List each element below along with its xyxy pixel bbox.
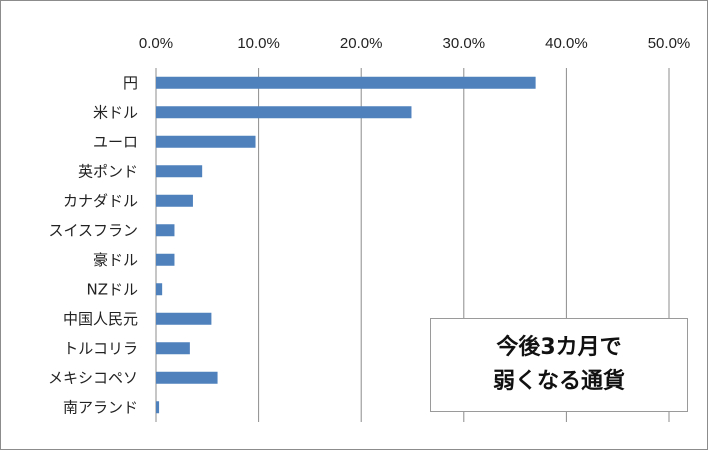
x-tick-label: 10.0% <box>237 35 280 52</box>
category-label: 南アランド <box>63 398 138 416</box>
category-label: スイスフラン <box>48 221 138 239</box>
bar <box>156 165 203 178</box>
chart-title-line-1: 今後3カ月で <box>496 335 622 360</box>
x-tick-label: 30.0% <box>443 35 486 52</box>
category-label: 英ポンド <box>78 162 138 180</box>
bar <box>156 283 163 296</box>
x-tick-label: 40.0% <box>545 35 588 52</box>
bar <box>156 342 190 355</box>
x-tick-label: 0.0% <box>139 35 173 52</box>
category-label: カナダドル <box>63 192 138 210</box>
x-tick-label: 50.0% <box>648 35 691 52</box>
category-label: トルコリラ <box>63 339 138 357</box>
chart-title-box: 今後3カ月で 弱くなる通貨 <box>430 318 688 412</box>
bar <box>156 371 218 384</box>
x-tick-label: 20.0% <box>340 35 383 52</box>
category-label: 豪ドル <box>93 251 138 269</box>
category-label: NZドル <box>87 280 139 298</box>
bar <box>156 224 175 237</box>
category-label: 円 <box>123 74 138 92</box>
bars <box>156 76 536 414</box>
category-label: 中国人民元 <box>63 310 138 328</box>
bar <box>156 253 175 266</box>
bar <box>156 194 193 207</box>
bar <box>156 106 412 119</box>
bar <box>156 312 212 325</box>
category-label: メキシコペソ <box>48 369 138 387</box>
bar <box>156 76 536 89</box>
bar <box>156 135 256 148</box>
chart-title-line-2: 弱くなる通貨 <box>492 369 625 394</box>
bar <box>156 401 160 414</box>
category-label: 米ドル <box>93 103 138 121</box>
category-label: ユーロ <box>93 133 138 151</box>
x-axis-ticks: 0.0% 10.0% 20.0% 30.0% 40.0% 50.0% <box>139 35 690 52</box>
